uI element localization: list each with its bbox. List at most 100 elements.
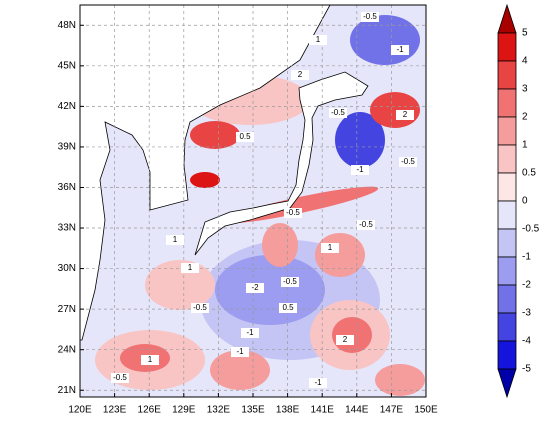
contour-label: 2 [343, 335, 348, 344]
contour-label: -0.5 [286, 208, 300, 217]
colorbar-label: 0 [522, 196, 528, 207]
y-tick-label: 42N [58, 101, 76, 112]
contour-label: 1 [328, 243, 333, 252]
contour-label-bg [111, 373, 129, 383]
y-tick-label: 21N [58, 385, 76, 396]
x-tick-label: 132E [207, 405, 231, 416]
contour-label-bg [391, 45, 409, 55]
contour-label-bg [361, 12, 379, 22]
contour-label: 1 [148, 355, 153, 364]
contour-label: 2 [403, 110, 408, 119]
field-patch [375, 364, 425, 396]
colorbar-box [497, 88, 517, 118]
y-tick-label: 45N [58, 60, 76, 71]
y-tick-label: 30N [58, 263, 76, 274]
field-patch [190, 121, 240, 149]
colorbar-box [497, 256, 517, 286]
y-tick-label: 48N [58, 20, 76, 31]
x-tick-label: 120E [68, 405, 92, 416]
contour-label: -0.5 [331, 108, 345, 117]
colorbar-label: 2 [522, 112, 528, 123]
contour-label: -1 [356, 165, 364, 174]
contour-label-bg [396, 110, 414, 120]
contour-label-bg [166, 235, 184, 245]
contour-label: -0.5 [359, 220, 373, 229]
contour-label-bg [309, 378, 327, 388]
x-tick-label: 135E [241, 405, 265, 416]
colorbar-label: 4 [522, 56, 528, 67]
colorbar-box [497, 116, 517, 146]
contour-label-bg [236, 132, 254, 142]
x-tick-label: 144E [345, 405, 369, 416]
field-patch [262, 223, 298, 267]
y-tick-label: 27N [58, 304, 76, 315]
contour-label-bg [329, 108, 347, 118]
colorbar-box [497, 172, 517, 202]
contour-label: -1 [396, 45, 404, 54]
colorbar-box [497, 60, 517, 90]
colorbar-label: -1 [522, 252, 531, 263]
colorbar-box [497, 312, 517, 342]
x-tick-label: 147E [380, 405, 404, 416]
contour-label-bg [231, 347, 249, 357]
contour-label: -0.5 [113, 373, 127, 382]
contour-label-bg [291, 70, 309, 80]
colorbar-box [497, 144, 517, 174]
contour-label-bg [284, 208, 302, 218]
colorbar-label: -0.5 [522, 224, 540, 235]
contour-label: -1 [246, 328, 254, 337]
contour-label: 1 [316, 35, 321, 44]
contour-label-bg [399, 157, 417, 167]
contour-label: -0.5 [401, 157, 415, 166]
x-tick-label: 141E [311, 405, 335, 416]
contour-label: -2 [251, 283, 259, 292]
colorbar-label: -2 [522, 280, 531, 291]
colorbar-triangle [497, 3, 517, 34]
contour-label-bg [281, 277, 299, 287]
colorbar-label: -3 [522, 308, 531, 319]
field-patch [350, 15, 420, 65]
contour-label: 1 [188, 263, 193, 272]
contour-label: -0.5 [193, 303, 207, 312]
colorbar-label: 1 [522, 140, 528, 151]
colorbar-label: -4 [522, 336, 531, 347]
contour-label-bg [241, 328, 259, 338]
y-tick-label: 24N [58, 344, 76, 355]
y-tick-label: 39N [58, 142, 76, 153]
contour-label: -0.5 [283, 277, 297, 286]
y-tick-label: 36N [58, 182, 76, 193]
contour-label-bg [141, 355, 159, 365]
contour-label: -0.5 [363, 12, 377, 21]
contour-label: 2 [298, 70, 303, 79]
colorbar-box [497, 32, 517, 62]
contour-label-bg [279, 303, 297, 313]
contour-label-bg [191, 303, 209, 313]
colorbar-triangle [497, 368, 517, 399]
colorbar-label: -5 [522, 364, 531, 375]
colorbar-box [497, 200, 517, 230]
y-tick-label: 33N [58, 223, 76, 234]
contour-label-bg [357, 220, 375, 230]
colorbar-box [497, 228, 517, 258]
colorbar-label: 3 [522, 84, 528, 95]
contour-label: 0.5 [282, 303, 294, 312]
contour-label: -1 [236, 347, 244, 356]
contour-label-bg [309, 35, 327, 45]
x-tick-label: 129E [172, 405, 196, 416]
field-patch [335, 112, 385, 168]
colorbar-label: 0.5 [522, 168, 536, 179]
field-patch [210, 350, 270, 390]
contour-label: 0.5 [239, 132, 251, 141]
x-tick-label: 138E [276, 405, 300, 416]
field-patch [190, 172, 220, 188]
contour-label: 1 [173, 235, 178, 244]
colorbar-label: 5 [522, 28, 528, 39]
colorbar-box [497, 340, 517, 370]
contour-label-bg [351, 165, 369, 175]
contour-label: -1 [314, 378, 322, 387]
contour-label-bg [336, 335, 354, 345]
x-tick-label: 126E [138, 405, 162, 416]
contour-label-bg [181, 263, 199, 273]
colorbar-box [497, 284, 517, 314]
